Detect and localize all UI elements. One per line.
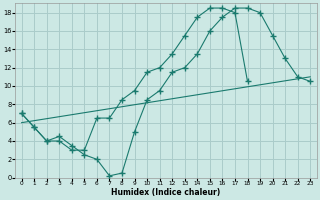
- X-axis label: Humidex (Indice chaleur): Humidex (Indice chaleur): [111, 188, 220, 197]
